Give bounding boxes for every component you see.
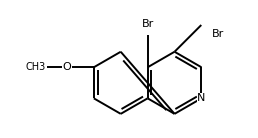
Text: O: O	[62, 62, 71, 72]
Text: Br: Br	[141, 19, 154, 29]
Text: Br: Br	[212, 30, 224, 39]
Text: CH3: CH3	[26, 62, 46, 72]
Text: N: N	[197, 93, 206, 103]
